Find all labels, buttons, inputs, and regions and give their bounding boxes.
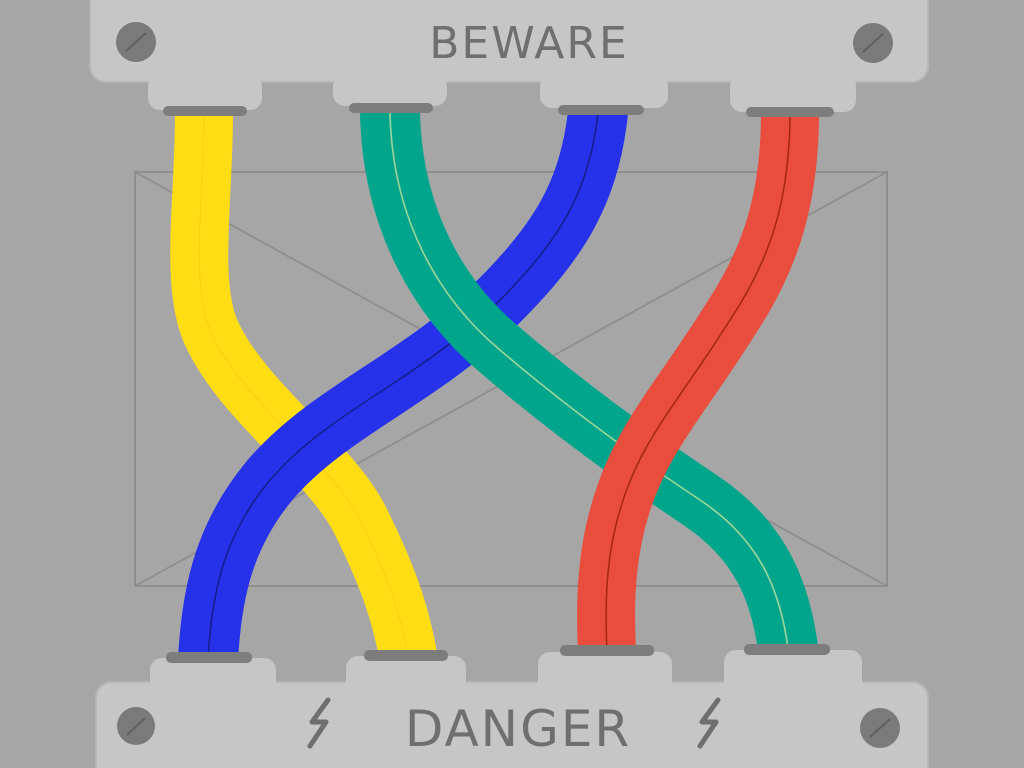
screw-icon [116,22,156,62]
top-connector-4[interactable] [730,74,856,112]
screw-icon [853,23,893,63]
bottom-connector-rings [166,644,830,663]
top-plate: BEWARE [89,0,929,112]
bottom-connector-2[interactable] [346,656,466,698]
bottom-connector-4[interactable] [724,650,862,698]
plate-label-beware: BEWARE [429,18,629,69]
screw-icon [860,708,900,748]
bottom-connector-1[interactable] [150,658,276,698]
top-connector-rings [163,103,834,117]
wire-red[interactable] [577,111,819,652]
screw-icon [117,707,155,745]
bottom-plate: DANGER [95,650,929,768]
lightning-bolt-icon [307,697,331,749]
top-connector-3[interactable] [540,74,668,108]
wire-yellow[interactable] [170,111,437,661]
wire-blue[interactable] [178,108,628,661]
top-connector-2[interactable] [333,74,447,106]
wire-green[interactable] [360,110,818,653]
lightning-bolt-icon [697,697,721,749]
plate-label-danger: DANGER [405,700,631,758]
bottom-connector-3[interactable] [538,652,672,698]
top-connector-1[interactable] [148,74,262,110]
